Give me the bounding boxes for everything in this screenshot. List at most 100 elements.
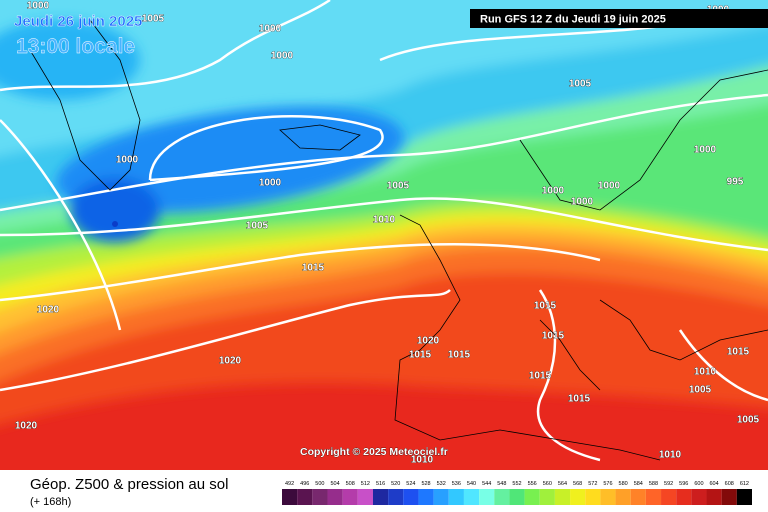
isobar-label: 1015 xyxy=(727,347,750,358)
colorbar-cell xyxy=(615,489,631,505)
isobar-label: 1010 xyxy=(659,450,682,461)
colorbar-cell xyxy=(706,489,722,505)
isobar-label: 1015 xyxy=(448,350,471,361)
isobar-label: 1010 xyxy=(694,367,717,378)
colorbar-cell xyxy=(645,489,662,505)
colorbar-cell xyxy=(570,489,586,505)
colorbar-cell xyxy=(448,489,464,505)
colorbar-cell xyxy=(509,489,525,505)
colorbar-label: 516 xyxy=(376,481,385,487)
colorbar-label: 556 xyxy=(528,481,537,487)
colorbar-label: 520 xyxy=(391,481,400,487)
isobar-label: 1005 xyxy=(246,221,269,232)
forecast-date: Jeudi 26 juin 2025 xyxy=(14,13,142,30)
isobar-label: 1000 xyxy=(259,24,282,35)
isobar-label: 1000 xyxy=(271,51,294,62)
colorbar-cell xyxy=(600,489,616,505)
colorbar-label: 512 xyxy=(361,481,370,487)
colorbar-label: 576 xyxy=(603,481,612,487)
colorbar-cell xyxy=(479,489,495,505)
isobar-label: 1010 xyxy=(411,455,434,466)
colorbar-label: 540 xyxy=(467,481,476,487)
colorbar-label: 608 xyxy=(725,481,734,487)
isobar-label: 1020 xyxy=(15,421,38,432)
colorbar-cell xyxy=(463,489,480,505)
isobar-label: 1000 xyxy=(542,186,565,197)
colorbar-label: 552 xyxy=(512,481,521,487)
isobar-label: 1000 xyxy=(598,181,621,192)
isobar-label: 1000 xyxy=(259,178,282,189)
low-center xyxy=(112,221,118,227)
isobar-label: 1020 xyxy=(219,356,242,367)
colorbar-cell xyxy=(661,489,677,505)
isobar-label: 1015 xyxy=(568,394,591,405)
colorbar-label: 508 xyxy=(346,481,355,487)
colorbar-cell xyxy=(494,489,510,505)
colorbar-label: 492 xyxy=(285,481,294,487)
colorbar-cell xyxy=(327,489,343,505)
colorbar-label: 528 xyxy=(421,481,430,487)
colorbar-label: 612 xyxy=(740,481,749,487)
copyright: Copyright © 2025 Meteociel.fr xyxy=(300,446,448,458)
colorbar-cell xyxy=(282,489,298,505)
colorbar-label: 600 xyxy=(694,481,703,487)
colorbar-cell xyxy=(342,489,358,505)
colorbar-label: 536 xyxy=(452,481,461,487)
colorbar-label: 524 xyxy=(406,481,415,487)
isobar-label: 1015 xyxy=(529,371,552,382)
colorbar-label: 588 xyxy=(649,481,658,487)
isobar-label: 1015 xyxy=(302,263,325,274)
colorbar-label: 580 xyxy=(619,481,628,487)
isobar-label: 1005 xyxy=(142,14,165,25)
isobars xyxy=(0,0,768,462)
colorbar-label: 500 xyxy=(315,481,324,487)
colorbar-cell xyxy=(388,489,404,505)
colorbar-cell xyxy=(585,489,601,505)
band xyxy=(0,0,768,156)
isobar-label: 1000 xyxy=(27,1,50,12)
colorbar-label: 496 xyxy=(300,481,309,487)
colorbar-cell xyxy=(630,489,646,505)
colorbar-cell xyxy=(418,489,434,505)
run-info: Run GFS 12 Z du Jeudi 19 juin 2025 xyxy=(480,14,666,26)
isobar-label: 1020 xyxy=(417,336,440,347)
colorbar-cell xyxy=(312,489,328,505)
isobar-label: 1005 xyxy=(569,79,592,90)
colorbar-label: 596 xyxy=(679,481,688,487)
colorbar-label: 564 xyxy=(558,481,567,487)
colorbar-cell xyxy=(372,489,389,505)
isobar-label: 1000 xyxy=(571,197,594,208)
isobar-label: 1015 xyxy=(534,301,557,312)
footer-title: Géop. Z500 & pression au sol xyxy=(30,476,228,493)
isobar-label: 1000 xyxy=(116,155,139,166)
colorbar-label: 548 xyxy=(497,481,506,487)
colorbar-label: 604 xyxy=(710,481,719,487)
colorbar-label: 572 xyxy=(588,481,597,487)
isobar-label: 1015 xyxy=(409,350,432,361)
colorbar-label: 560 xyxy=(543,481,552,487)
colorbar-label: 544 xyxy=(482,481,491,487)
isobar-label: 1005 xyxy=(387,181,410,192)
colorbar-label: 584 xyxy=(634,481,643,487)
colorbar-cell xyxy=(721,489,737,505)
coastlines xyxy=(29,19,768,461)
colorbar-label: 504 xyxy=(330,481,339,487)
colorbar-label: 592 xyxy=(664,481,673,487)
isobar-label: 995 xyxy=(727,177,744,188)
colorbar-cell xyxy=(539,489,555,505)
isobar-label: 1005 xyxy=(737,415,760,426)
isobar-label: 1005 xyxy=(689,385,712,396)
colorbar-cell xyxy=(554,489,571,505)
colorbar-cell xyxy=(357,489,373,505)
colorbar-cell xyxy=(676,489,692,505)
colorbar-cell xyxy=(403,489,419,505)
isobar-label: 1010 xyxy=(373,215,396,226)
run-box xyxy=(470,9,768,28)
colorbar-label: 568 xyxy=(573,481,582,487)
colorbar-cell xyxy=(524,489,540,505)
colorbar-cell xyxy=(691,489,707,505)
colorbar-label: 532 xyxy=(437,481,446,487)
colorbar-cell xyxy=(736,489,752,505)
